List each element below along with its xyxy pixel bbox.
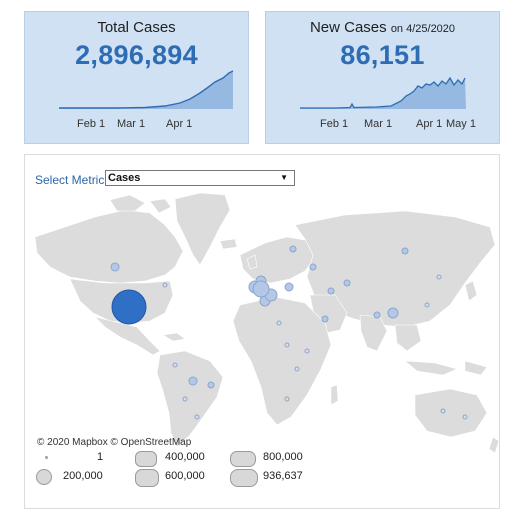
new-cases-sparkline <box>300 76 466 109</box>
metric-select-value: Cases <box>108 172 141 184</box>
india <box>359 314 388 352</box>
legend-label-800k: 800,000 <box>263 451 303 463</box>
map-credit: © 2020 Mapbox © OpenStreetMap <box>37 437 192 448</box>
greenland <box>174 192 231 266</box>
new-tick-may: May 1 <box>446 118 476 130</box>
new-tick-feb: Feb 1 <box>320 118 349 130</box>
new-cases-value: 86,151 <box>340 40 425 70</box>
chevron-down-icon: ▼ <box>280 173 288 182</box>
legend-label-1: 1 <box>97 451 104 463</box>
europe <box>239 236 318 284</box>
total-cases-line <box>59 70 234 109</box>
total-tick-apr: Apr 1 <box>166 118 193 130</box>
new-cases-title-text: New Cases <box>309 19 387 36</box>
metric-select[interactable]: Cases ▼ <box>105 170 295 186</box>
new-cases-date: on 4/25/2020 <box>390 23 456 35</box>
asia <box>294 210 496 328</box>
new-tick-mar: Mar 1 <box>364 118 393 130</box>
legend-shape-1 <box>45 456 48 459</box>
tiny-markers <box>162 274 468 420</box>
europe-bubble <box>252 280 270 298</box>
total-cases-title: Total Cases <box>97 19 176 36</box>
south-america <box>156 350 224 448</box>
legend-shape-200k <box>36 469 52 485</box>
legend-shape-400k <box>135 451 157 467</box>
legend-label-200k: 200,000 <box>63 470 103 482</box>
africa <box>232 296 332 426</box>
total-cases-card: Total Cases 2,896,894 Feb 1 Mar 1 Apr 1 <box>24 11 249 144</box>
australia <box>414 388 488 438</box>
legend-label-max: 936,637 <box>263 470 303 482</box>
total-tick-mar: Mar 1 <box>117 118 146 130</box>
legend-label-400k: 400,000 <box>165 451 205 463</box>
map-panel: Select Metric Cases ▼ © 2020 Mapbox © Op… <box>24 154 500 509</box>
legend-shape-600k <box>135 469 159 487</box>
select-metric-label: Select Metric <box>35 173 105 187</box>
legend-shape-max <box>230 469 258 487</box>
legend-label-600k: 600,000 <box>165 470 205 482</box>
total-cases-value: 2,896,894 <box>75 40 198 70</box>
total-cases-sparkline <box>59 70 234 109</box>
north-america-north <box>34 209 184 284</box>
new-tick-apr: Apr 1 <box>416 118 443 130</box>
new-cases-line <box>300 76 466 109</box>
arctic-islands <box>109 194 146 212</box>
world-map[interactable] <box>25 155 501 510</box>
mexico <box>94 316 161 356</box>
new-cases-title: New Cases on 4/25/2020 <box>266 19 499 36</box>
legend-shape-800k <box>230 451 256 467</box>
new-cases-card: New Cases on 4/25/2020 86,151 Feb 1 Mar … <box>265 11 500 144</box>
total-tick-feb: Feb 1 <box>77 118 106 130</box>
land-masses <box>34 192 500 454</box>
usa-bubble <box>111 289 147 325</box>
total-cases-area <box>59 71 233 109</box>
